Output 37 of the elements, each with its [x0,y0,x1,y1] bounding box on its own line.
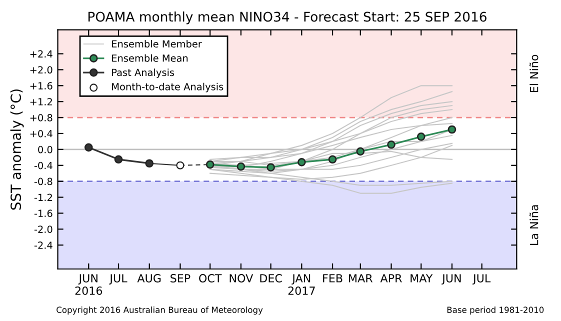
y-tick-label: +0.4 [30,130,52,138]
x-tick-label: JAN 2017 [288,274,315,295]
chart-title: POAMA monthly mean NINO34 - Forecast Start: 25 SEP 2016 [88,11,486,24]
x-tick-label: DEC [260,274,282,282]
x-tick-label: FEB [323,274,342,282]
y-tick-label: -2.0 [34,226,52,233]
text: Copyright 2016 Australian Bureau of Meteorology [56,306,263,315]
y-tick-label: -1.2 [34,194,52,201]
y-tick-label: -0.4 [34,162,52,170]
band-label: El Niño [529,54,538,92]
y-tick-label: +2.0 [30,66,52,74]
x-tick-label: MAR [349,274,373,282]
x-tick-label: SEP [170,274,190,282]
x-tick-label: OCT [199,274,222,282]
legend-label: Ensemble Member [112,40,202,48]
legend-label: Past Analysis [112,68,174,78]
legend-label: Month-to-date Analysis [112,82,224,92]
band-label: La Niña [529,205,538,245]
x-tick-label: MAY [410,274,433,282]
x-tick-label: AUG [137,274,161,282]
y-tick-label: +1.6 [30,82,52,90]
text: Base period 1981-2010 [447,306,544,315]
x-tick-label: JUL [472,274,491,285]
y-tick-label: -2.4 [34,242,52,249]
y-tick-label: +1.2 [30,98,52,106]
y-tick-label: 0.0 [38,146,52,154]
x-tick-label: JUL [109,274,128,285]
x-tick-label: APR [380,274,402,282]
x-tick-label: NOV [230,274,254,282]
y-tick-label: -0.8 [34,178,52,186]
x-tick-label: JUN [442,274,461,285]
y-tick-label: +0.8 [30,114,52,122]
y-axis-title: SST anomaly (°C) [10,89,24,210]
legend-label: Ensemble Mean [112,54,188,62]
y-tick-label: +2.4 [30,50,52,58]
x-tick-label: JUN 2016 [75,274,102,295]
y-tick-label: -1.6 [34,210,52,218]
